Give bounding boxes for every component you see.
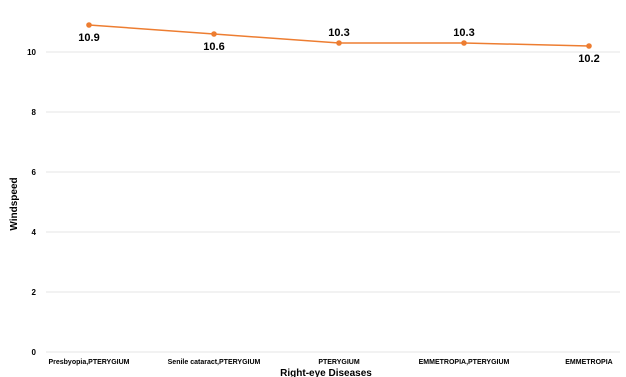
data-labels: 10.9 10.6 10.3 10.3 10.2 <box>78 27 599 65</box>
y-tick-label: 0 <box>32 348 37 357</box>
data-point <box>211 31 217 37</box>
y-tick-label: 10 <box>27 48 36 57</box>
x-axis-title: Right-eye Diseases <box>280 368 372 377</box>
y-tick-label: 2 <box>32 288 37 297</box>
data-label: 10.3 <box>453 27 474 39</box>
data-label: 10.9 <box>78 32 99 44</box>
data-point <box>461 40 467 46</box>
y-axis-ticks: 0 2 4 6 8 10 <box>27 48 36 357</box>
data-point <box>86 22 92 28</box>
y-tick-label: 8 <box>32 108 37 117</box>
data-label: 10.2 <box>578 53 599 65</box>
x-tick-label: PTERYGIUM <box>318 359 360 366</box>
data-label: 10.6 <box>203 41 224 53</box>
data-point <box>336 40 342 46</box>
grid-lines <box>46 51 620 353</box>
series-group <box>86 22 592 49</box>
x-tick-label: EMMETROPIA <box>565 359 612 366</box>
x-axis-ticks: Presbyopia,PTERYGIUM Senile cataract,PTER… <box>48 359 612 366</box>
y-tick-label: 6 <box>32 168 37 177</box>
y-tick-label: 4 <box>32 228 37 237</box>
y-axis-title: Windspeed <box>9 177 20 230</box>
data-label: 10.3 <box>328 27 349 39</box>
x-tick-label: Presbyopia,PTERYGIUM <box>48 359 129 366</box>
data-point <box>586 43 592 49</box>
x-tick-label: EMMETROPIA,PTERYGIUM <box>419 359 510 366</box>
x-tick-label: Senile cataract,PTERYGIUM <box>168 359 261 366</box>
